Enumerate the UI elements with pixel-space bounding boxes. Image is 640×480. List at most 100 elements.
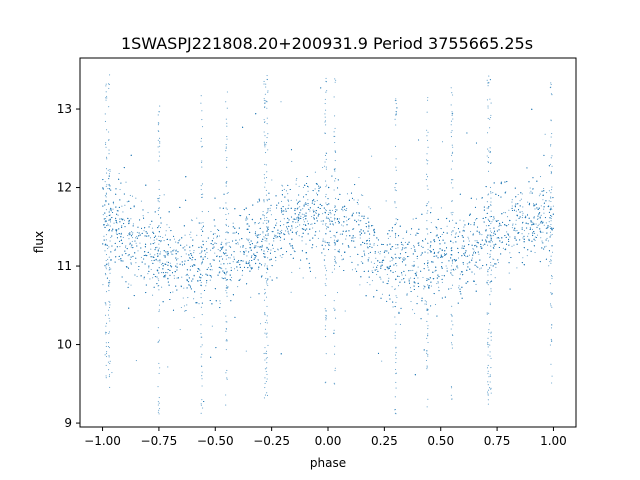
data-point	[302, 216, 304, 218]
data-point	[186, 280, 188, 282]
data-point	[389, 235, 391, 237]
data-point	[345, 238, 347, 240]
data-point	[226, 254, 228, 257]
data-point	[532, 188, 534, 190]
data-point	[408, 282, 411, 284]
data-point	[295, 233, 298, 235]
data-point	[452, 274, 454, 277]
data-point	[341, 224, 343, 226]
data-point	[105, 209, 107, 211]
data-point	[543, 224, 545, 226]
data-point	[173, 249, 175, 251]
data-point	[489, 241, 491, 243]
data-point	[522, 206, 524, 208]
data-point	[404, 274, 407, 276]
data-point	[492, 235, 494, 237]
data-point	[314, 212, 317, 214]
data-point	[223, 263, 225, 265]
data-point	[549, 261, 551, 263]
data-point	[163, 194, 165, 196]
data-point	[180, 306, 182, 309]
data-point	[138, 269, 140, 271]
data-point	[212, 259, 214, 261]
data-point	[159, 194, 161, 197]
data-point	[263, 215, 265, 217]
data-point	[281, 189, 283, 191]
data-point	[149, 278, 151, 280]
data-point	[108, 203, 110, 205]
data-point	[122, 236, 124, 238]
data-point	[214, 288, 216, 290]
data-point	[149, 237, 152, 239]
data-point	[463, 226, 465, 228]
data-point	[367, 230, 369, 232]
data-point	[193, 252, 195, 254]
data-point	[274, 235, 276, 237]
data-point	[189, 285, 191, 287]
data-point	[168, 226, 170, 228]
data-point	[303, 205, 305, 208]
data-point	[183, 287, 185, 289]
data-point	[103, 235, 105, 237]
data-point	[413, 245, 415, 247]
data-point	[546, 237, 548, 239]
data-point	[290, 245, 292, 247]
data-point	[543, 208, 545, 210]
data-point	[500, 242, 502, 244]
data-point	[362, 194, 364, 196]
data-point	[410, 228, 413, 230]
data-point	[391, 286, 393, 288]
data-point	[220, 255, 222, 257]
data-point	[270, 204, 272, 206]
data-point	[307, 190, 309, 192]
data-point	[360, 220, 362, 222]
data-point	[107, 169, 109, 171]
data-point	[529, 226, 531, 228]
data-point	[257, 201, 259, 203]
data-point	[230, 280, 232, 282]
data-point	[503, 212, 505, 214]
data-point	[490, 215, 493, 218]
data-point	[257, 268, 259, 270]
data-point	[408, 280, 410, 282]
data-point	[227, 225, 230, 227]
data-point	[245, 218, 247, 220]
data-point	[516, 230, 518, 232]
data-point	[455, 233, 457, 235]
data-point	[205, 285, 207, 287]
data-point	[259, 323, 262, 325]
data-point	[398, 285, 400, 287]
data-point	[216, 242, 218, 245]
data-point	[115, 221, 117, 223]
data-point	[386, 282, 388, 285]
data-point	[422, 276, 424, 279]
data-point	[539, 217, 541, 219]
data-point	[137, 250, 139, 252]
data-point	[508, 209, 510, 211]
data-point	[190, 236, 192, 238]
data-point	[511, 201, 513, 203]
data-point	[473, 273, 476, 275]
data-point	[481, 234, 483, 236]
data-point	[279, 235, 281, 237]
data-point	[130, 218, 132, 220]
data-point	[539, 228, 541, 230]
data-point	[151, 260, 153, 262]
data-point	[531, 228, 534, 230]
data-point	[220, 263, 222, 265]
data-point	[109, 218, 111, 220]
data-point	[311, 216, 313, 218]
data-point	[354, 268, 356, 270]
data-point	[435, 226, 437, 228]
data-point	[537, 218, 539, 220]
data-point	[516, 267, 518, 269]
data-point	[275, 237, 277, 239]
data-point	[370, 261, 372, 263]
data-point	[295, 179, 297, 181]
data-point	[239, 251, 241, 253]
data-point	[169, 247, 171, 249]
data-point	[189, 234, 191, 236]
data-point	[326, 226, 328, 228]
data-point	[316, 220, 318, 222]
data-point	[446, 267, 448, 269]
